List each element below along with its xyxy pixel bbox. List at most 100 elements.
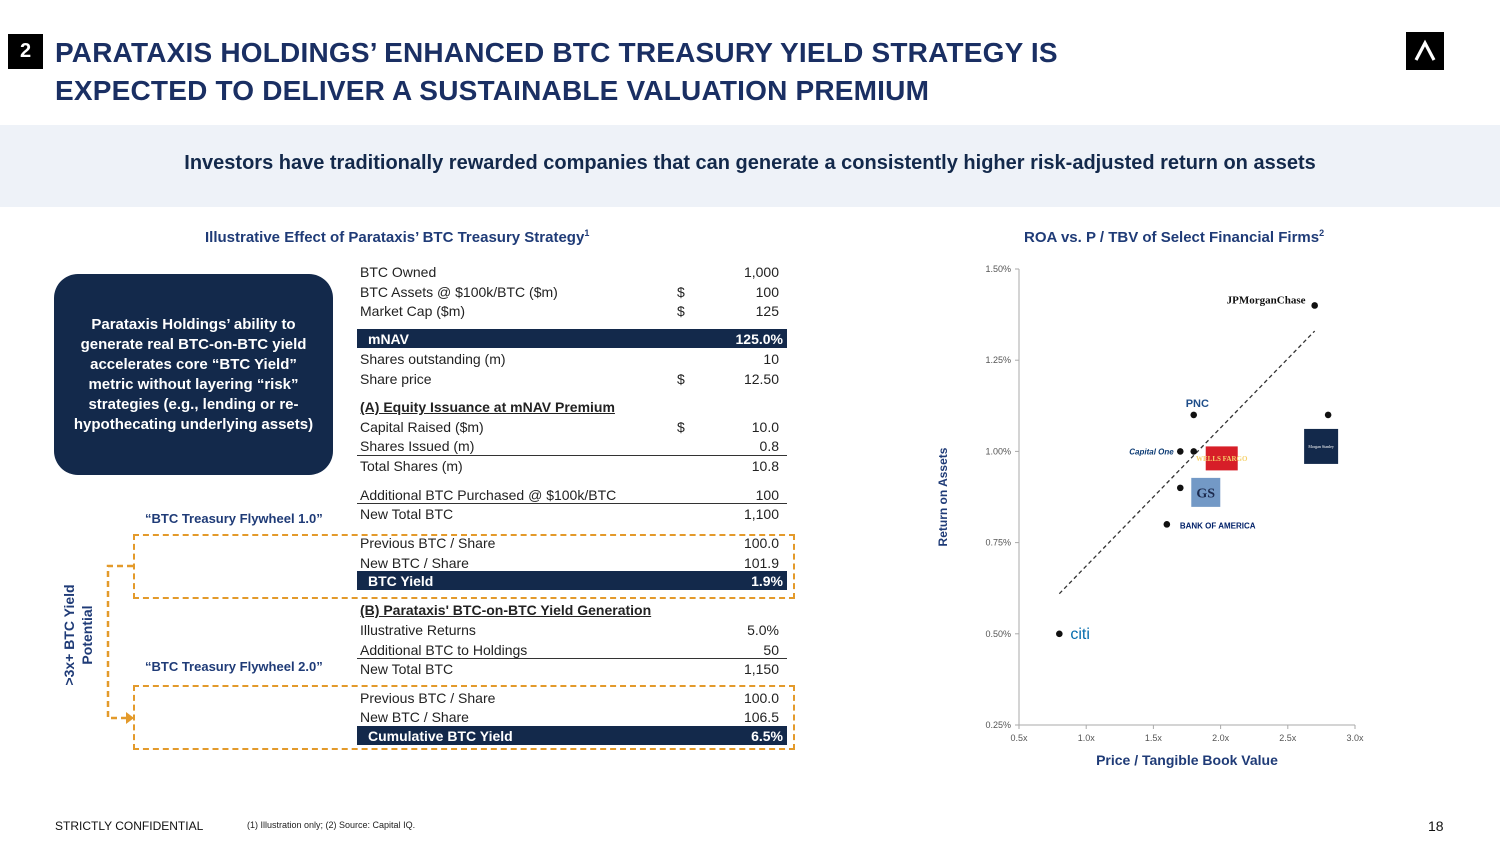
row-label: Total Shares (m) xyxy=(360,458,463,474)
page-title: PARATAXIS HOLDINGS’ ENHANCED BTC TREASUR… xyxy=(55,34,1155,110)
callout-text: Parataxis Holdings’ ability to generate … xyxy=(73,315,314,433)
x-tick-label: 2.0x xyxy=(1212,733,1230,743)
row-value: 10.0 xyxy=(751,419,779,435)
table-row: New BTC / Share 106.5 xyxy=(357,707,787,726)
row-label: Shares Issued (m) xyxy=(360,438,475,454)
page-number: 18 xyxy=(1428,818,1444,834)
table-row: Market Cap ($m) $125 xyxy=(357,301,787,320)
point-label-group: JPMorganChase PNC Morgan Stanley Capital On… xyxy=(1070,294,1339,643)
row-value: 10.8 xyxy=(751,458,779,474)
y-tick-label: 1.25% xyxy=(985,355,1011,365)
data-point xyxy=(1190,411,1198,419)
firm-label: GS xyxy=(1196,486,1215,501)
x-axis-label: Price / Tangible Book Value xyxy=(1096,752,1278,768)
data-point xyxy=(1190,448,1198,455)
table-row: Share price $12.50 xyxy=(357,369,787,388)
x-tick-group: 0.5x 1.0x 1.5x 2.0x 2.5x 3.0x xyxy=(1010,725,1364,743)
row-currency: $ xyxy=(677,284,685,300)
row-value: 1.9% xyxy=(751,573,783,589)
row-value: 106.5 xyxy=(743,709,779,725)
row-label: Additional BTC Purchased @ $100k/BTC xyxy=(360,487,617,503)
firm-label: JPMorganChase xyxy=(1227,294,1306,306)
table-row: Additional BTC Purchased @ $100k/BTC 100 xyxy=(357,485,787,504)
roa-ptbv-scatter-chart: 0.25% 0.50% 0.75% 1.00% 1.25% 1.50% 0.5x 1.0x 1… xyxy=(936,264,1364,768)
firm-label: PNC xyxy=(1186,398,1209,410)
row-label: Share price xyxy=(360,371,432,387)
row-value: 1,150 xyxy=(743,661,779,677)
yield-potential-line1: >3x+ BTC Yield xyxy=(61,584,77,685)
left-section-title-text: Illustrative Effect of Parataxis’ BTC Tr… xyxy=(205,229,585,246)
x-tick-label: 0.5x xyxy=(1010,733,1028,743)
row-value: 100 xyxy=(755,487,779,503)
y-tick-label: 1.50% xyxy=(985,264,1011,274)
key-message-banner xyxy=(0,125,1500,207)
x-tick-label: 2.5x xyxy=(1279,733,1297,743)
x-tick-label: 1.0x xyxy=(1078,733,1096,743)
key-message-text: Investors have traditionally rewarded co… xyxy=(184,152,1316,174)
flywheel-1-dashed-box xyxy=(133,534,795,599)
table-divider xyxy=(357,503,787,504)
data-point xyxy=(1176,484,1184,492)
flywheel-2-dashed-box xyxy=(133,685,795,750)
table-row: Total Shares (m) 10.8 xyxy=(357,456,787,475)
callout-box: Parataxis Holdings’ ability to generate … xyxy=(54,274,333,475)
right-section-title-text: ROA vs. P / TBV of Select Financial Firm… xyxy=(1024,229,1320,246)
right-section-footnote-ref: 2 xyxy=(1319,228,1325,238)
table-row: BTC Assets @ $100k/BTC ($m) $100 xyxy=(357,282,787,301)
row-value: 50 xyxy=(763,642,779,658)
table-row: Previous BTC / Share 100.0 xyxy=(357,533,787,552)
table-row: Shares outstanding (m) 10 xyxy=(357,349,787,368)
yield-potential-label: >3x+ BTC Yield Potential xyxy=(61,584,95,685)
y-tick-group: 0.25% 0.50% 0.75% 1.00% 1.25% 1.50% xyxy=(985,264,1019,730)
row-value: 100.0 xyxy=(743,690,779,706)
data-point xyxy=(1324,411,1332,419)
table-row: New Total BTC 1,100 xyxy=(357,504,787,523)
potential-connector-arrow xyxy=(106,564,134,724)
row-value: 125 xyxy=(755,303,779,319)
trend-line xyxy=(1058,330,1316,595)
flywheel-1-label: “BTC Treasury Flywheel 1.0” xyxy=(145,511,323,526)
page-title-line2: EXPECTED TO DELIVER A SUSTAINABLE VALUAT… xyxy=(55,75,930,106)
row-label: BTC Yield xyxy=(368,573,434,589)
row-label: Capital Raised ($m) xyxy=(360,419,484,435)
table-row-highlight: BTC Yield 1.9% xyxy=(357,571,787,590)
firm-logo-box xyxy=(1205,446,1238,471)
row-label: Illustrative Returns xyxy=(360,622,476,638)
confidential-notice: STRICTLY CONFIDENTIAL xyxy=(55,819,204,833)
row-label: (B) Parataxis' BTC-on-BTC Yield Generati… xyxy=(360,602,652,618)
firm-label: WELLS FARGO xyxy=(1196,455,1248,463)
table-row-highlight: mNAV 125.0% xyxy=(357,329,787,348)
left-section-footnote-ref: 1 xyxy=(584,228,590,238)
footnote-text: (1) Illustration only; (2) Source: Capit… xyxy=(247,820,416,830)
table-row: Additional BTC to Holdings 50 xyxy=(357,640,787,659)
table-corner-mark xyxy=(785,258,787,260)
row-label: mNAV xyxy=(368,331,409,347)
table-divider xyxy=(357,658,787,659)
row-label: New Total BTC xyxy=(360,661,454,677)
table-row: Capital Raised ($m) $10.0 xyxy=(357,417,787,436)
row-label: New Total BTC xyxy=(360,506,454,522)
row-value: 12.50 xyxy=(743,371,779,387)
caret-up-icon xyxy=(1406,32,1444,70)
row-value: 125.0% xyxy=(735,331,783,347)
firm-label: Morgan Stanley xyxy=(1308,444,1334,449)
row-label: Previous BTC / Share xyxy=(360,690,496,706)
row-value: 1,100 xyxy=(743,506,779,522)
row-currency: $ xyxy=(677,371,685,387)
row-label: Cumulative BTC Yield xyxy=(368,728,513,744)
row-label: Shares outstanding (m) xyxy=(360,351,506,367)
table-row: New BTC / Share 101.9 xyxy=(357,553,787,572)
x-tick-label: 3.0x xyxy=(1346,733,1364,743)
table-row-highlight: Cumulative BTC Yield 6.5% xyxy=(357,726,787,745)
row-value: 10 xyxy=(763,351,779,367)
row-label: New BTC / Share xyxy=(360,555,469,571)
table-divider xyxy=(357,455,787,456)
right-section-title: ROA vs. P / TBV of Select Financial Firm… xyxy=(1024,228,1324,246)
firm-label: Capital One xyxy=(1129,447,1174,456)
row-label: (A) Equity Issuance at mNAV Premium xyxy=(360,399,615,415)
row-value: 1,000 xyxy=(743,264,779,280)
row-label: Previous BTC / Share xyxy=(360,535,496,551)
data-point xyxy=(1176,448,1184,455)
y-tick-label: 0.25% xyxy=(985,720,1011,730)
left-section-title: Illustrative Effect of Parataxis’ BTC Tr… xyxy=(205,228,589,246)
